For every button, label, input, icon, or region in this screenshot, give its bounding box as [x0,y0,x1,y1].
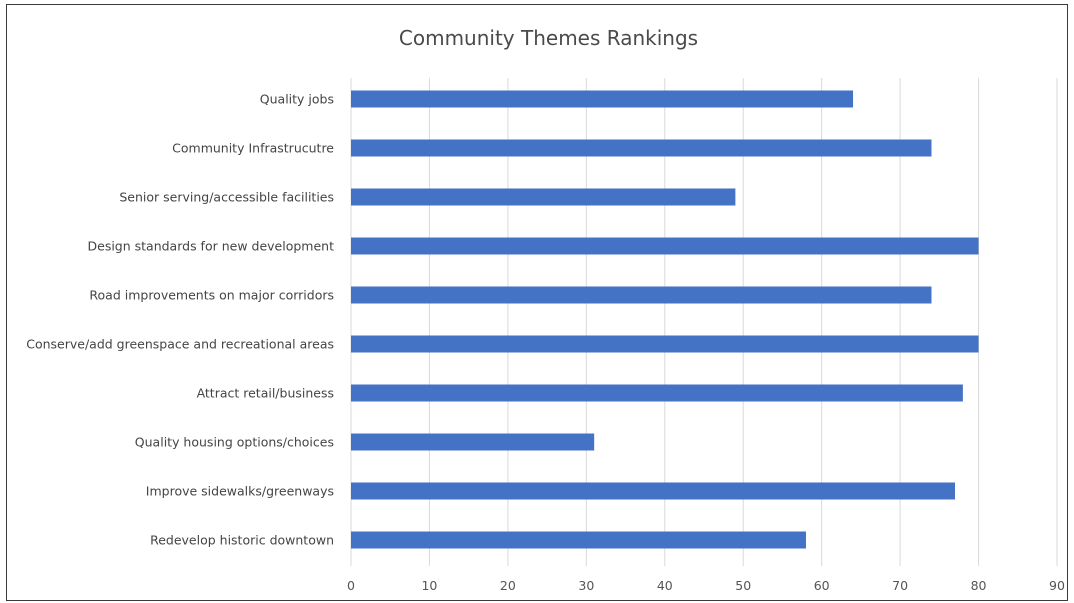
x-tick-label: 70 [892,578,908,593]
bar [351,286,932,304]
category-label: Improve sidewalks/greenways [146,484,334,499]
x-tick-label: 50 [735,578,751,593]
x-tick-label: 10 [421,578,437,593]
bar [351,139,932,157]
category-label: Quality jobs [260,92,334,107]
x-tick-label: 40 [657,578,673,593]
bar [351,188,736,206]
x-tick-label: 90 [1049,578,1065,593]
category-label: Conserve/add greenspace and recreational… [26,337,334,352]
x-tick-label: 60 [814,578,830,593]
bar [351,531,806,549]
x-tick-label: 30 [578,578,594,593]
chart-title: Community Themes Rankings [398,26,699,50]
x-tick-label: 20 [500,578,516,593]
category-label: Design standards for new development [88,239,335,254]
x-tick-label: 0 [347,578,355,593]
category-label: Community Infrastrucutre [172,141,334,156]
bar [351,335,979,353]
bar [351,237,979,255]
x-tick-label: 80 [971,578,987,593]
category-label: Attract retail/business [197,386,334,401]
category-label: Senior serving/accessible facilities [119,190,334,205]
bar [351,482,956,500]
bar [351,90,854,108]
category-label: Quality housing options/choices [135,435,334,450]
bar [351,384,963,402]
bars [351,90,979,549]
category-label: Road improvements on major corridors [89,288,334,303]
category-label: Redevelop historic downtown [150,533,334,548]
x-axis-tick-labels: 0 10 20 30 40 50 60 70 80 90 [347,578,1065,593]
category-labels: Quality jobs Community Infrastrucutre Seni… [26,92,334,548]
bar [351,433,595,451]
